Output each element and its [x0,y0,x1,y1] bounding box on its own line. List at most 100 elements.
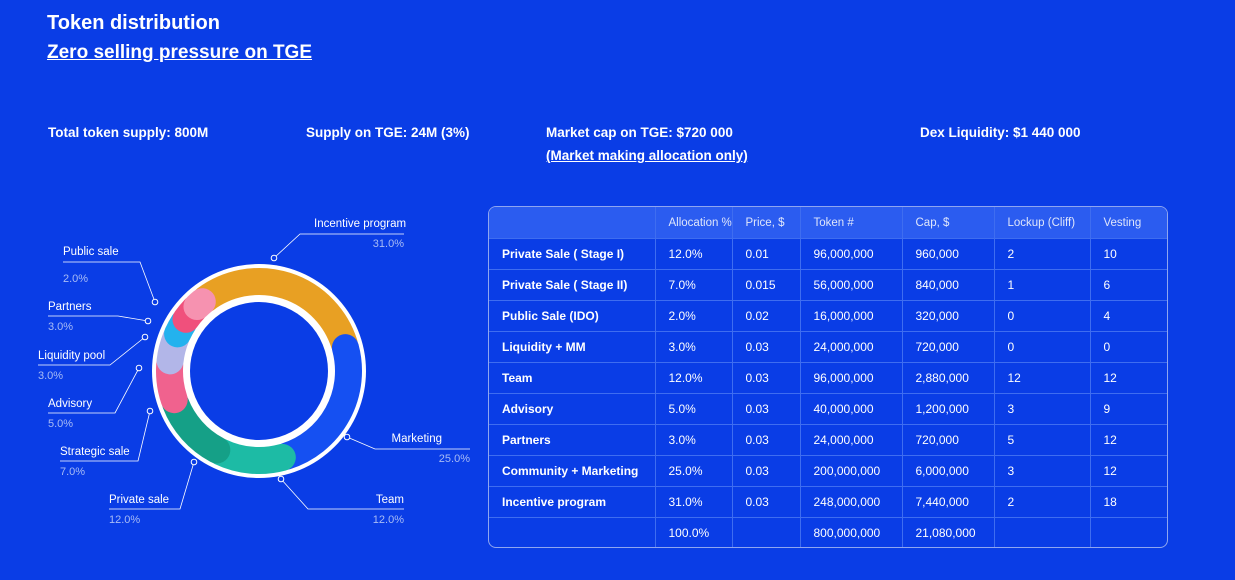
leader-line-marketing [346,436,470,450]
column-header: Allocation % [654,207,733,239]
table-cell: 31.0% [654,486,733,518]
row-label: Public Sale (IDO) [489,300,656,332]
slice-label-advisory: Advisory [48,398,92,410]
table-cell: 96,000,000 [799,362,903,394]
table-cell: 248,000,000 [799,486,903,518]
row-label: Partners [489,424,656,456]
slice-label-strategic-sale: Strategic sale [60,446,130,458]
donut-slice-incentive-program [192,268,358,358]
table-cell: 3 [993,393,1091,425]
table-cell: 0 [993,331,1091,363]
column-header: Vesting [1089,207,1167,239]
leader-line-incentive-program [273,233,404,259]
slice-label-public-sale: Public sale [63,246,119,258]
leader-line-team [280,478,404,510]
slice-label-team: Team [376,494,404,506]
table-cell: 3.0% [654,424,733,456]
table-cell [993,517,1091,547]
page-title: Token distribution [47,12,220,34]
slice-label-incentive-program: Incentive program [314,218,406,230]
table-body: Private Sale ( Stage I) 12.0% 0.01 96,000,0… [489,238,1167,547]
table-cell: 0.01 [731,238,801,270]
stat-dex-liquidity: Dex Liquidity: $1 440 000 [920,125,1081,140]
table-row: 100.0% 800,000,000 21,080,000 [489,517,1167,547]
table-cell: 12.0% [654,362,733,394]
stat-market-cap: Market cap on TGE: $720 000 [546,125,733,140]
table-row: Private Sale ( Stage I) 12.0% 0.01 96,000,0… [489,238,1167,270]
stat-total-supply: Total token supply: 800M [48,125,209,140]
column-header [489,207,656,239]
table-cell: 40,000,000 [799,393,903,425]
row-label: Incentive program [489,486,656,518]
table-row: Community + Marketing 25.0% 0.03 200,000,00… [489,455,1167,487]
leader-line-liquidity-pool [38,336,146,366]
row-label: Private Sale ( Stage I) [489,238,656,270]
table-cell: 0.03 [731,393,801,425]
table-header-row: Allocation % Price, $ Token # Cap, $ Lockup … [489,207,1167,239]
table-cell: 1,200,000 [901,393,995,425]
table-cell: 7.0% [654,269,733,301]
donut-chart: Incentive program 31.0% Marketing 25.0% Team… [38,218,470,526]
leader-line-public-sale [63,261,156,303]
table-cell [731,517,801,547]
column-header: Token # [799,207,903,239]
table-cell: 720,000 [901,424,995,456]
row-label: Private Sale ( Stage II) [489,269,656,301]
table-cell: 100.0% [654,517,733,547]
slice-label-private-sale: Private sale [109,494,169,506]
slice-value-marketing: 25.0% [439,453,470,465]
leader-dot-marketing [343,433,351,441]
slice-value-advisory: 5.0% [48,418,73,430]
row-label: Advisory [489,393,656,425]
table-cell: 9 [1089,393,1167,425]
leader-dot-private-sale [190,458,198,466]
column-header: Cap, $ [901,207,995,239]
row-label: Liquidity + MM [489,331,656,363]
table-cell: 0.03 [731,331,801,363]
table-cell: 0 [993,300,1091,332]
table-cell: 320,000 [901,300,995,332]
table-cell: 16,000,000 [799,300,903,332]
table-cell: 24,000,000 [799,331,903,363]
allocation-table: Allocation % Price, $ Token # Cap, $ Lockup … [488,206,1168,548]
table-cell: 7,440,000 [901,486,995,518]
page-subtitle[interactable]: Zero selling pressure on TGE [47,42,313,63]
leader-line-partners [48,315,149,322]
table-cell: 0.015 [731,269,801,301]
table-cell: 960,000 [901,238,995,270]
table-row: Incentive program 31.0% 0.03 248,000,000 7,4… [489,486,1167,518]
table-cell: 12 [1089,424,1167,456]
table-cell: 6,000,000 [901,455,995,487]
table-cell: 56,000,000 [799,269,903,301]
column-header: Price, $ [731,207,801,239]
table-cell: 5.0% [654,393,733,425]
table-cell: 0.02 [731,300,801,332]
table-cell: 12 [993,362,1091,394]
slice-value-partners: 3.0% [48,321,73,333]
table-cell: 3.0% [654,331,733,363]
table-row: Team 12.0% 0.03 96,000,000 2,880,000 12 12 [489,362,1167,394]
table-cell: 12.0% [654,238,733,270]
column-header: Lockup (Cliff) [993,207,1091,239]
table-cell: 5 [993,424,1091,456]
table-row: Liquidity + MM 3.0% 0.03 24,000,000 720,000 0… [489,331,1167,363]
table-row: Private Sale ( Stage II) 7.0% 0.015 56,000,… [489,269,1167,301]
table-cell: 2,880,000 [901,362,995,394]
table-cell: 25.0% [654,455,733,487]
table-row: Public Sale (IDO) 2.0% 0.02 16,000,000 320,0… [489,300,1167,332]
table-cell: 21,080,000 [901,517,995,547]
slice-value-private-sale: 12.0% [109,514,140,526]
market-cap-note-link[interactable]: (Market making allocation only) [546,148,748,163]
table-cell: 3 [993,455,1091,487]
donut-slice-marketing [272,334,362,470]
slice-label-liquidity-pool: Liquidity pool [38,350,105,362]
table-cell: 10 [1089,238,1167,270]
row-label: Community + Marketing [489,455,656,487]
slice-value-strategic-sale: 7.0% [60,466,85,478]
table-cell: 720,000 [901,331,995,363]
slice-label-partners: Partners [48,301,92,313]
stat-supply-tge: Supply on TGE: 24M (3%) [306,125,470,140]
table-cell: 12 [1089,362,1167,394]
leader-line-private-sale [109,461,195,510]
table-cell: 2.0% [654,300,733,332]
